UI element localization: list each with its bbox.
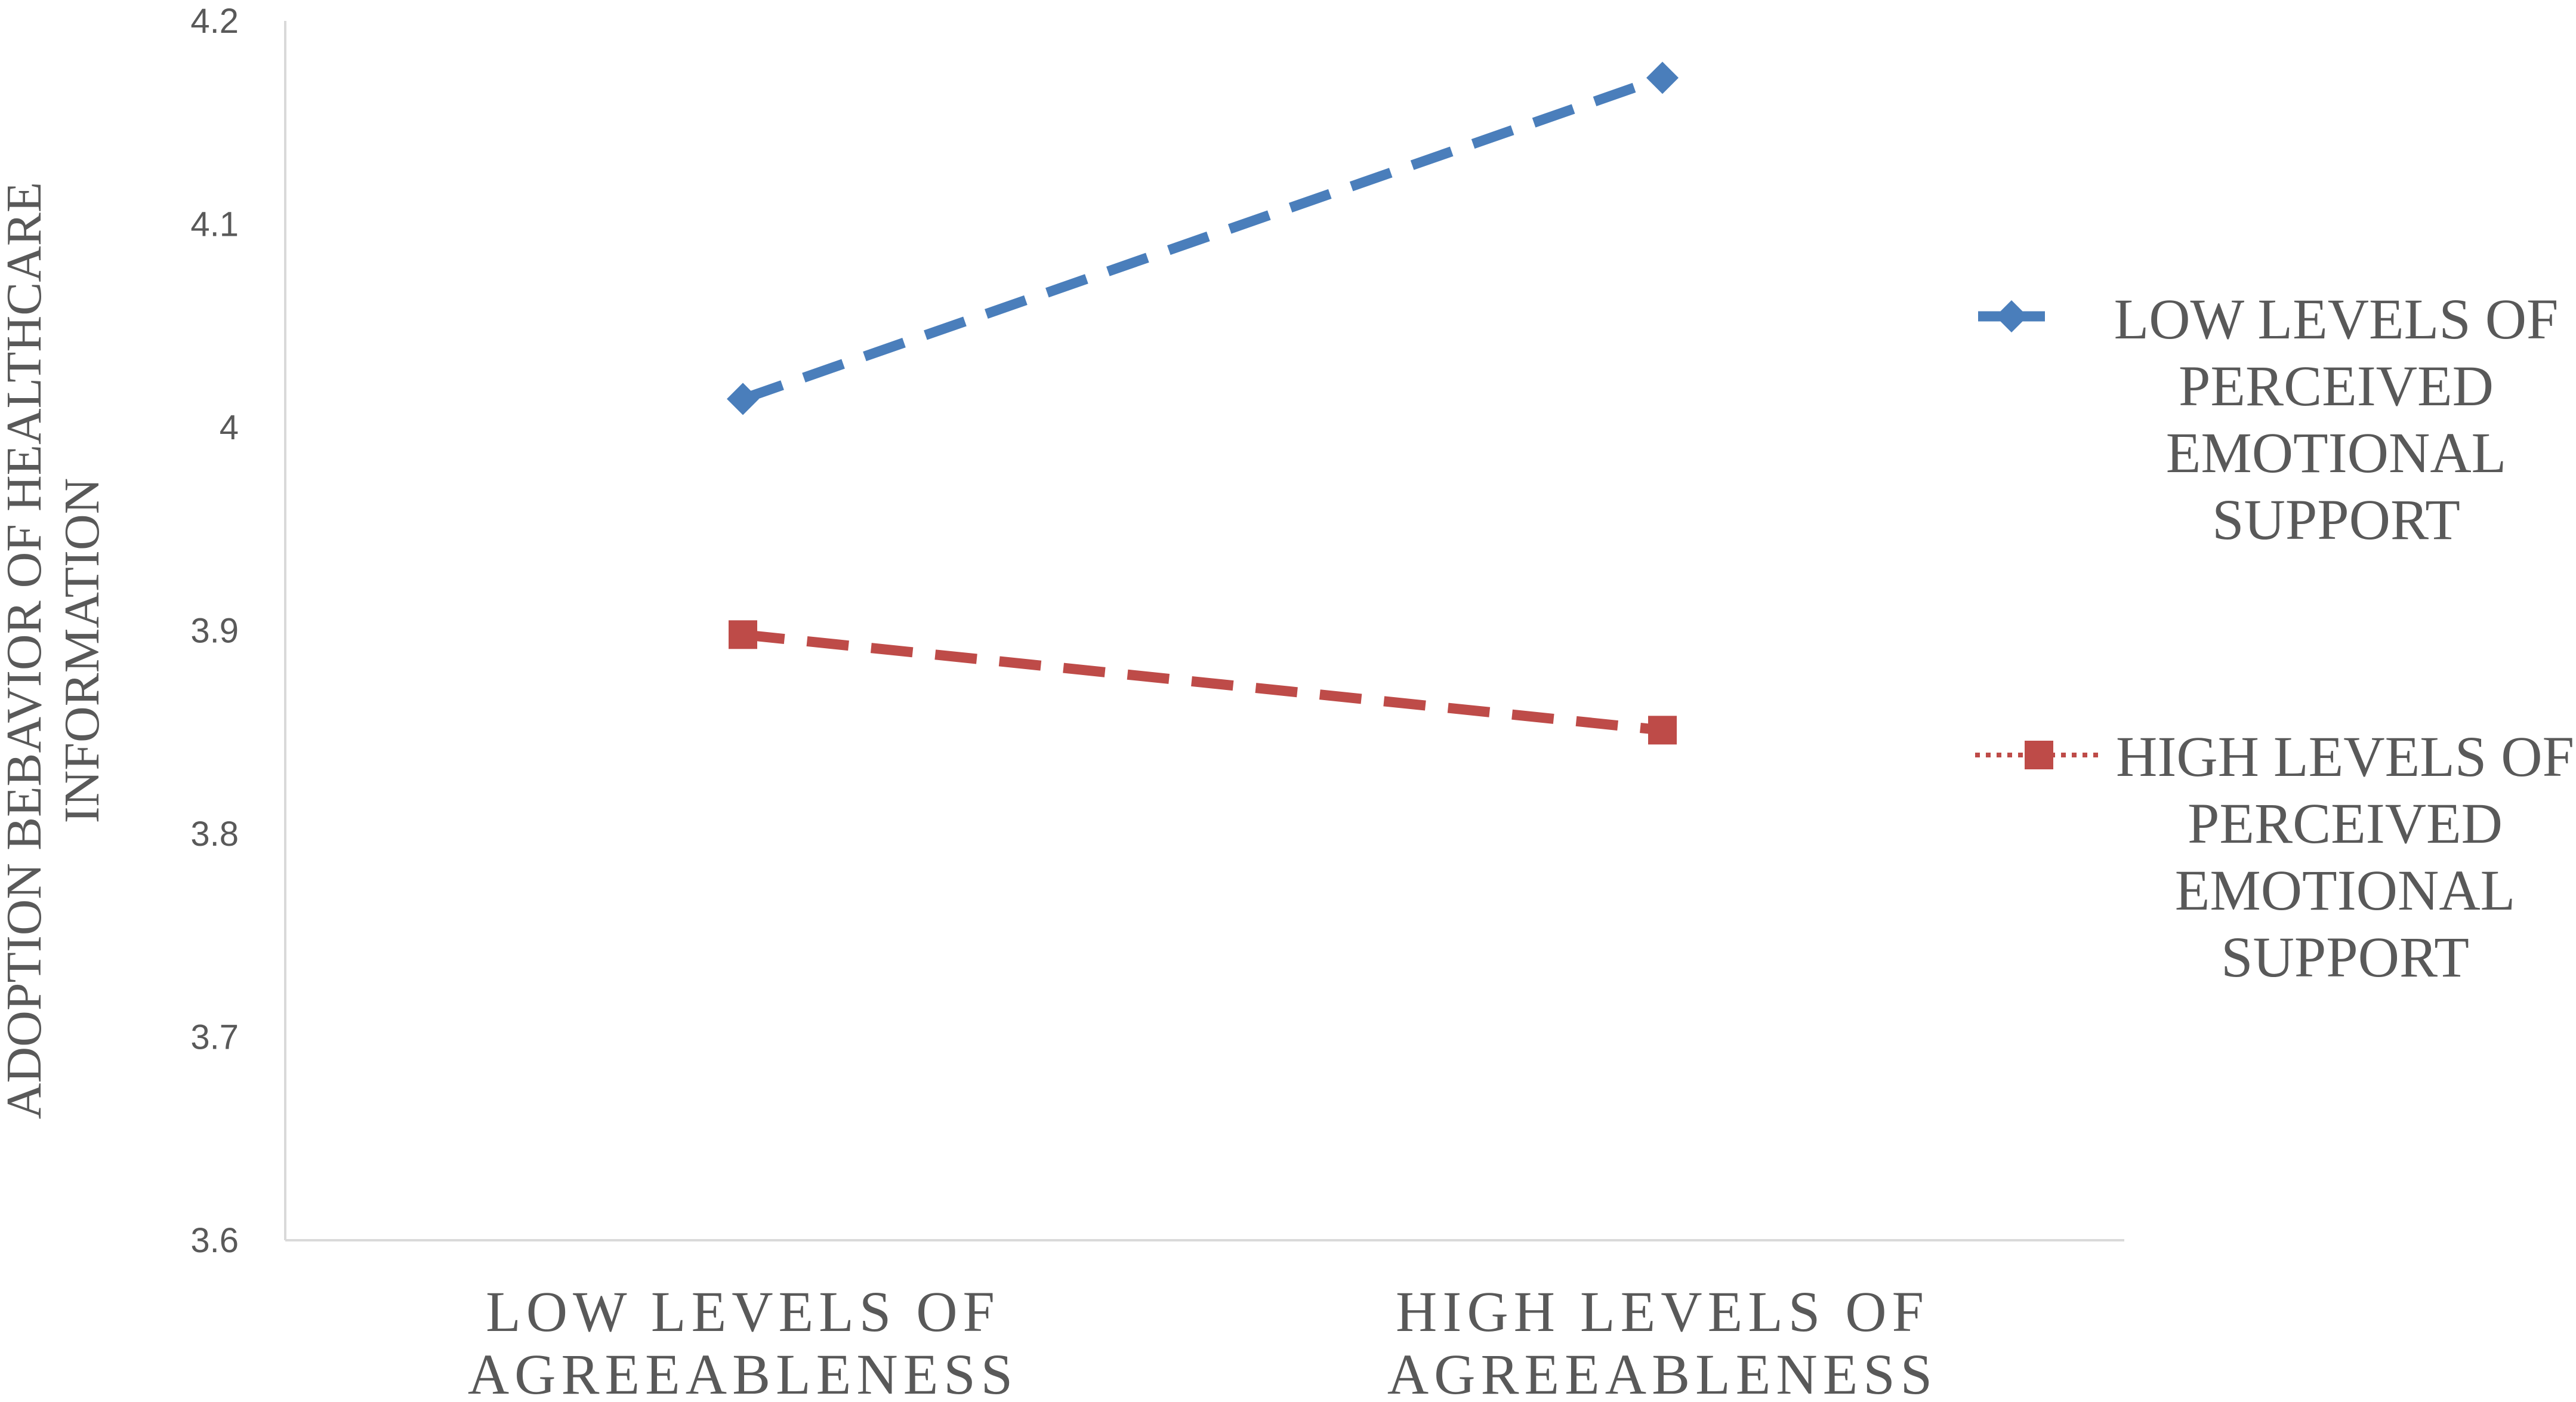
y-axis-title-line: INFORMATION	[54, 478, 110, 824]
x-category-label: HIGH LEVELS OF	[1396, 1280, 1929, 1344]
series-line	[742, 629, 1663, 735]
y-tick-label: 3.9	[190, 612, 239, 651]
y-tick-label: 4.1	[190, 205, 239, 244]
y-tick-labels: 3.6 3.7 3.8 3.9 4 4.1 4.2	[190, 2, 239, 1260]
y-tick-label: 4.2	[190, 2, 239, 41]
x-category-label: LOW LEVELS OF	[486, 1280, 1000, 1344]
legend-label-line: PERCEIVED	[2179, 354, 2494, 418]
y-tick-label: 3.8	[190, 815, 239, 853]
y-tick-label: 4	[220, 408, 239, 447]
series-group	[727, 61, 1679, 745]
series-point-marker	[1646, 61, 1679, 94]
legend-label-line: HIGH LEVELS OF	[2116, 725, 2574, 788]
series-point-marker	[727, 383, 759, 415]
legend-label-line: EMOTIONAL	[2175, 858, 2516, 922]
legend-label-line: SUPPORT	[2221, 925, 2469, 989]
y-tick-label: 3.7	[190, 1018, 239, 1057]
x-category-label: AGREEABLENESS	[1387, 1342, 1938, 1402]
legend-marker	[1995, 300, 2028, 332]
series-point-marker	[1648, 716, 1677, 745]
legend-label-line: PERCEIVED	[2188, 791, 2503, 855]
legend-label-line: LOW LEVELS OF	[2114, 287, 2559, 351]
series-line	[741, 73, 1664, 404]
y-axis-title-line: ADOPTION BEBAVIOR OF HEALTHCARE	[0, 182, 52, 1119]
legend-label-line: EMOTIONAL	[2166, 421, 2507, 485]
y-tick-label: 3.6	[190, 1221, 239, 1260]
x-category-label: AGREEABLENESS	[468, 1342, 1018, 1402]
chart-axes	[284, 21, 2124, 1241]
y-axis-title: ADOPTION BEBAVIOR OF HEALTHCARE INFORMATI…	[0, 182, 110, 1119]
legend-label-line: SUPPORT	[2212, 488, 2460, 551]
series-point-marker	[729, 620, 757, 649]
legend-marker	[2025, 741, 2053, 769]
legend: LOW LEVELS OFPERCEIVEDEMOTIONALSUPPORTHI…	[1975, 287, 2574, 989]
